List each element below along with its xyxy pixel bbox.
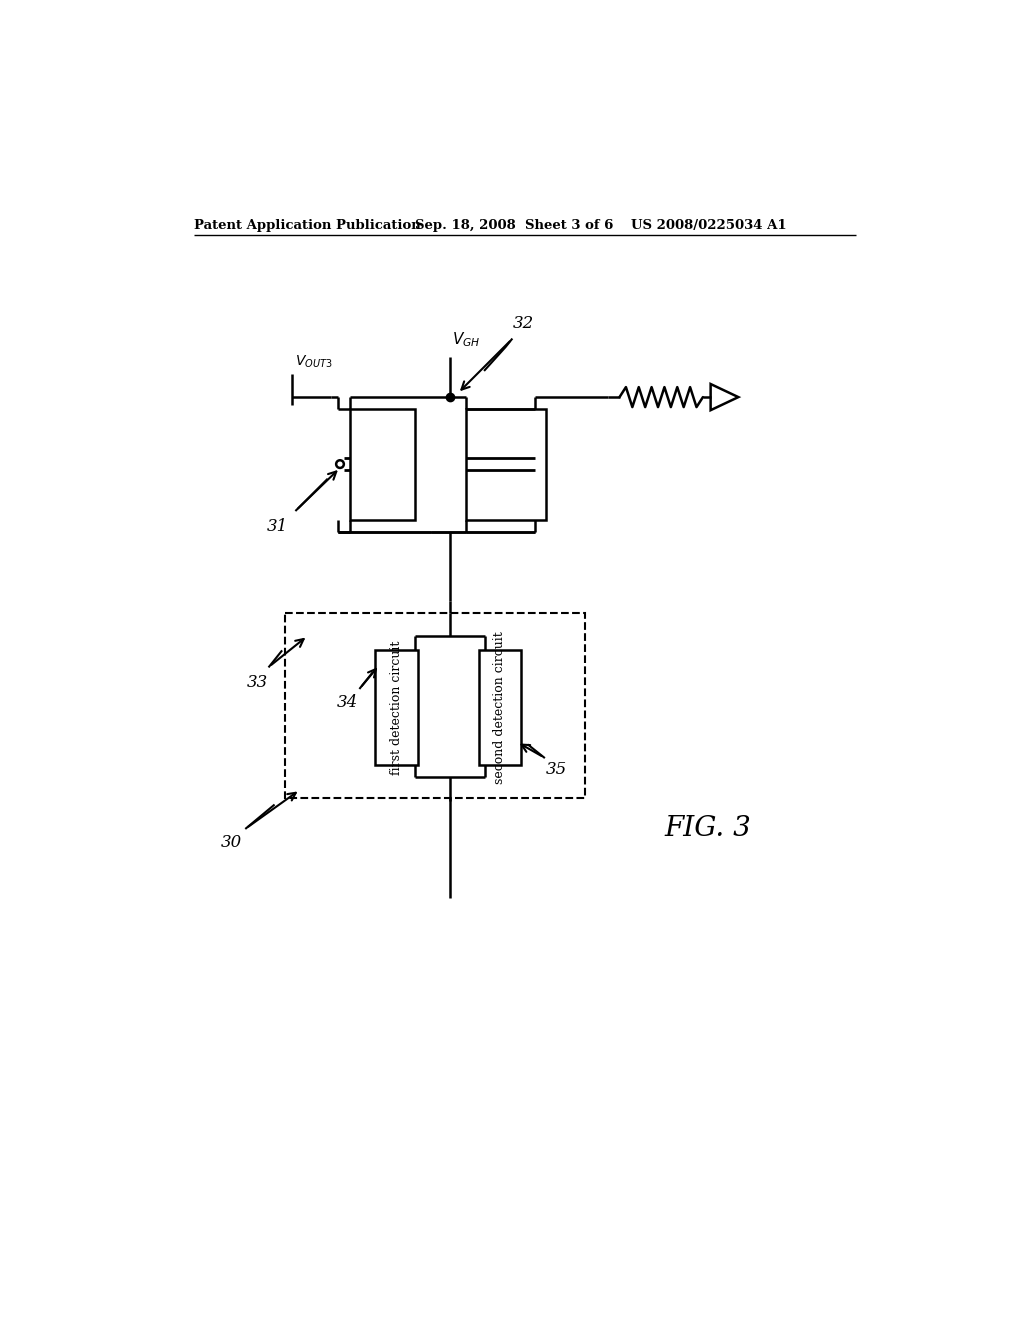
Text: Sep. 18, 2008  Sheet 3 of 6: Sep. 18, 2008 Sheet 3 of 6 [416,219,613,232]
Bar [285,612,585,797]
Bar [478,649,521,766]
Text: US 2008/0225034 A1: US 2008/0225034 A1 [631,219,786,232]
Text: 35: 35 [546,762,567,779]
Text: FIG. 3: FIG. 3 [665,814,752,842]
Bar [376,649,418,766]
Bar [466,409,547,520]
Text: 31: 31 [267,517,289,535]
Text: $V_{GH}$: $V_{GH}$ [453,331,481,350]
Text: 30: 30 [221,834,243,851]
Text: $V_{OUT3}$: $V_{OUT3}$ [295,354,333,370]
Text: 32: 32 [513,314,535,331]
Bar [350,409,416,520]
Text: first detection circuit: first detection circuit [390,640,403,775]
Text: 34: 34 [337,694,358,711]
Text: 33: 33 [247,675,267,692]
Text: Patent Application Publication: Patent Application Publication [194,219,421,232]
Text: second detection circuit: second detection circuit [494,631,506,784]
